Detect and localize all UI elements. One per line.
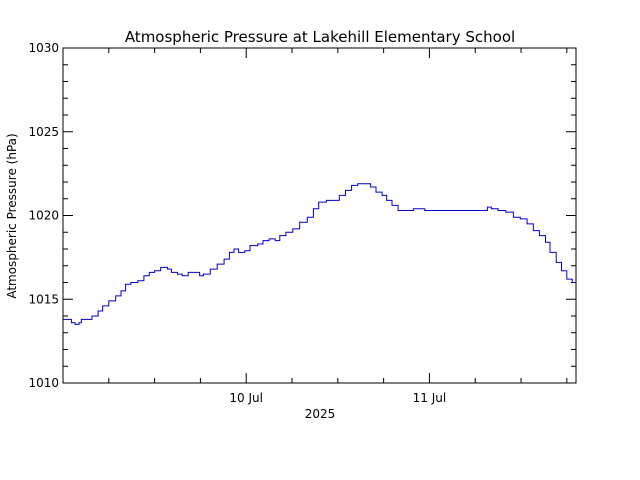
- x-axis-label: 2025: [305, 407, 336, 421]
- chart-title: Atmospheric Pressure at Lakehill Element…: [125, 28, 515, 46]
- y-axis-label: Atmospheric Pressure (hPa): [5, 133, 19, 298]
- x-tick-label: 11 Jul: [413, 391, 447, 405]
- plot-frame: [62, 47, 577, 384]
- tick-labels: 1010 1015 1020 1025 1030 10 Jul 11 Jul: [28, 41, 446, 405]
- y-tick-label: 1015: [28, 292, 59, 306]
- y-tick-label: 1030: [28, 41, 59, 55]
- y-tick-label: 1010: [28, 376, 59, 390]
- x-tick-label: 10 Jul: [229, 391, 263, 405]
- y-tick-label: 1020: [28, 209, 59, 223]
- y-tick-label: 1025: [28, 125, 59, 139]
- axis-ticks: [63, 47, 576, 384]
- pressure-line: [63, 183, 577, 325]
